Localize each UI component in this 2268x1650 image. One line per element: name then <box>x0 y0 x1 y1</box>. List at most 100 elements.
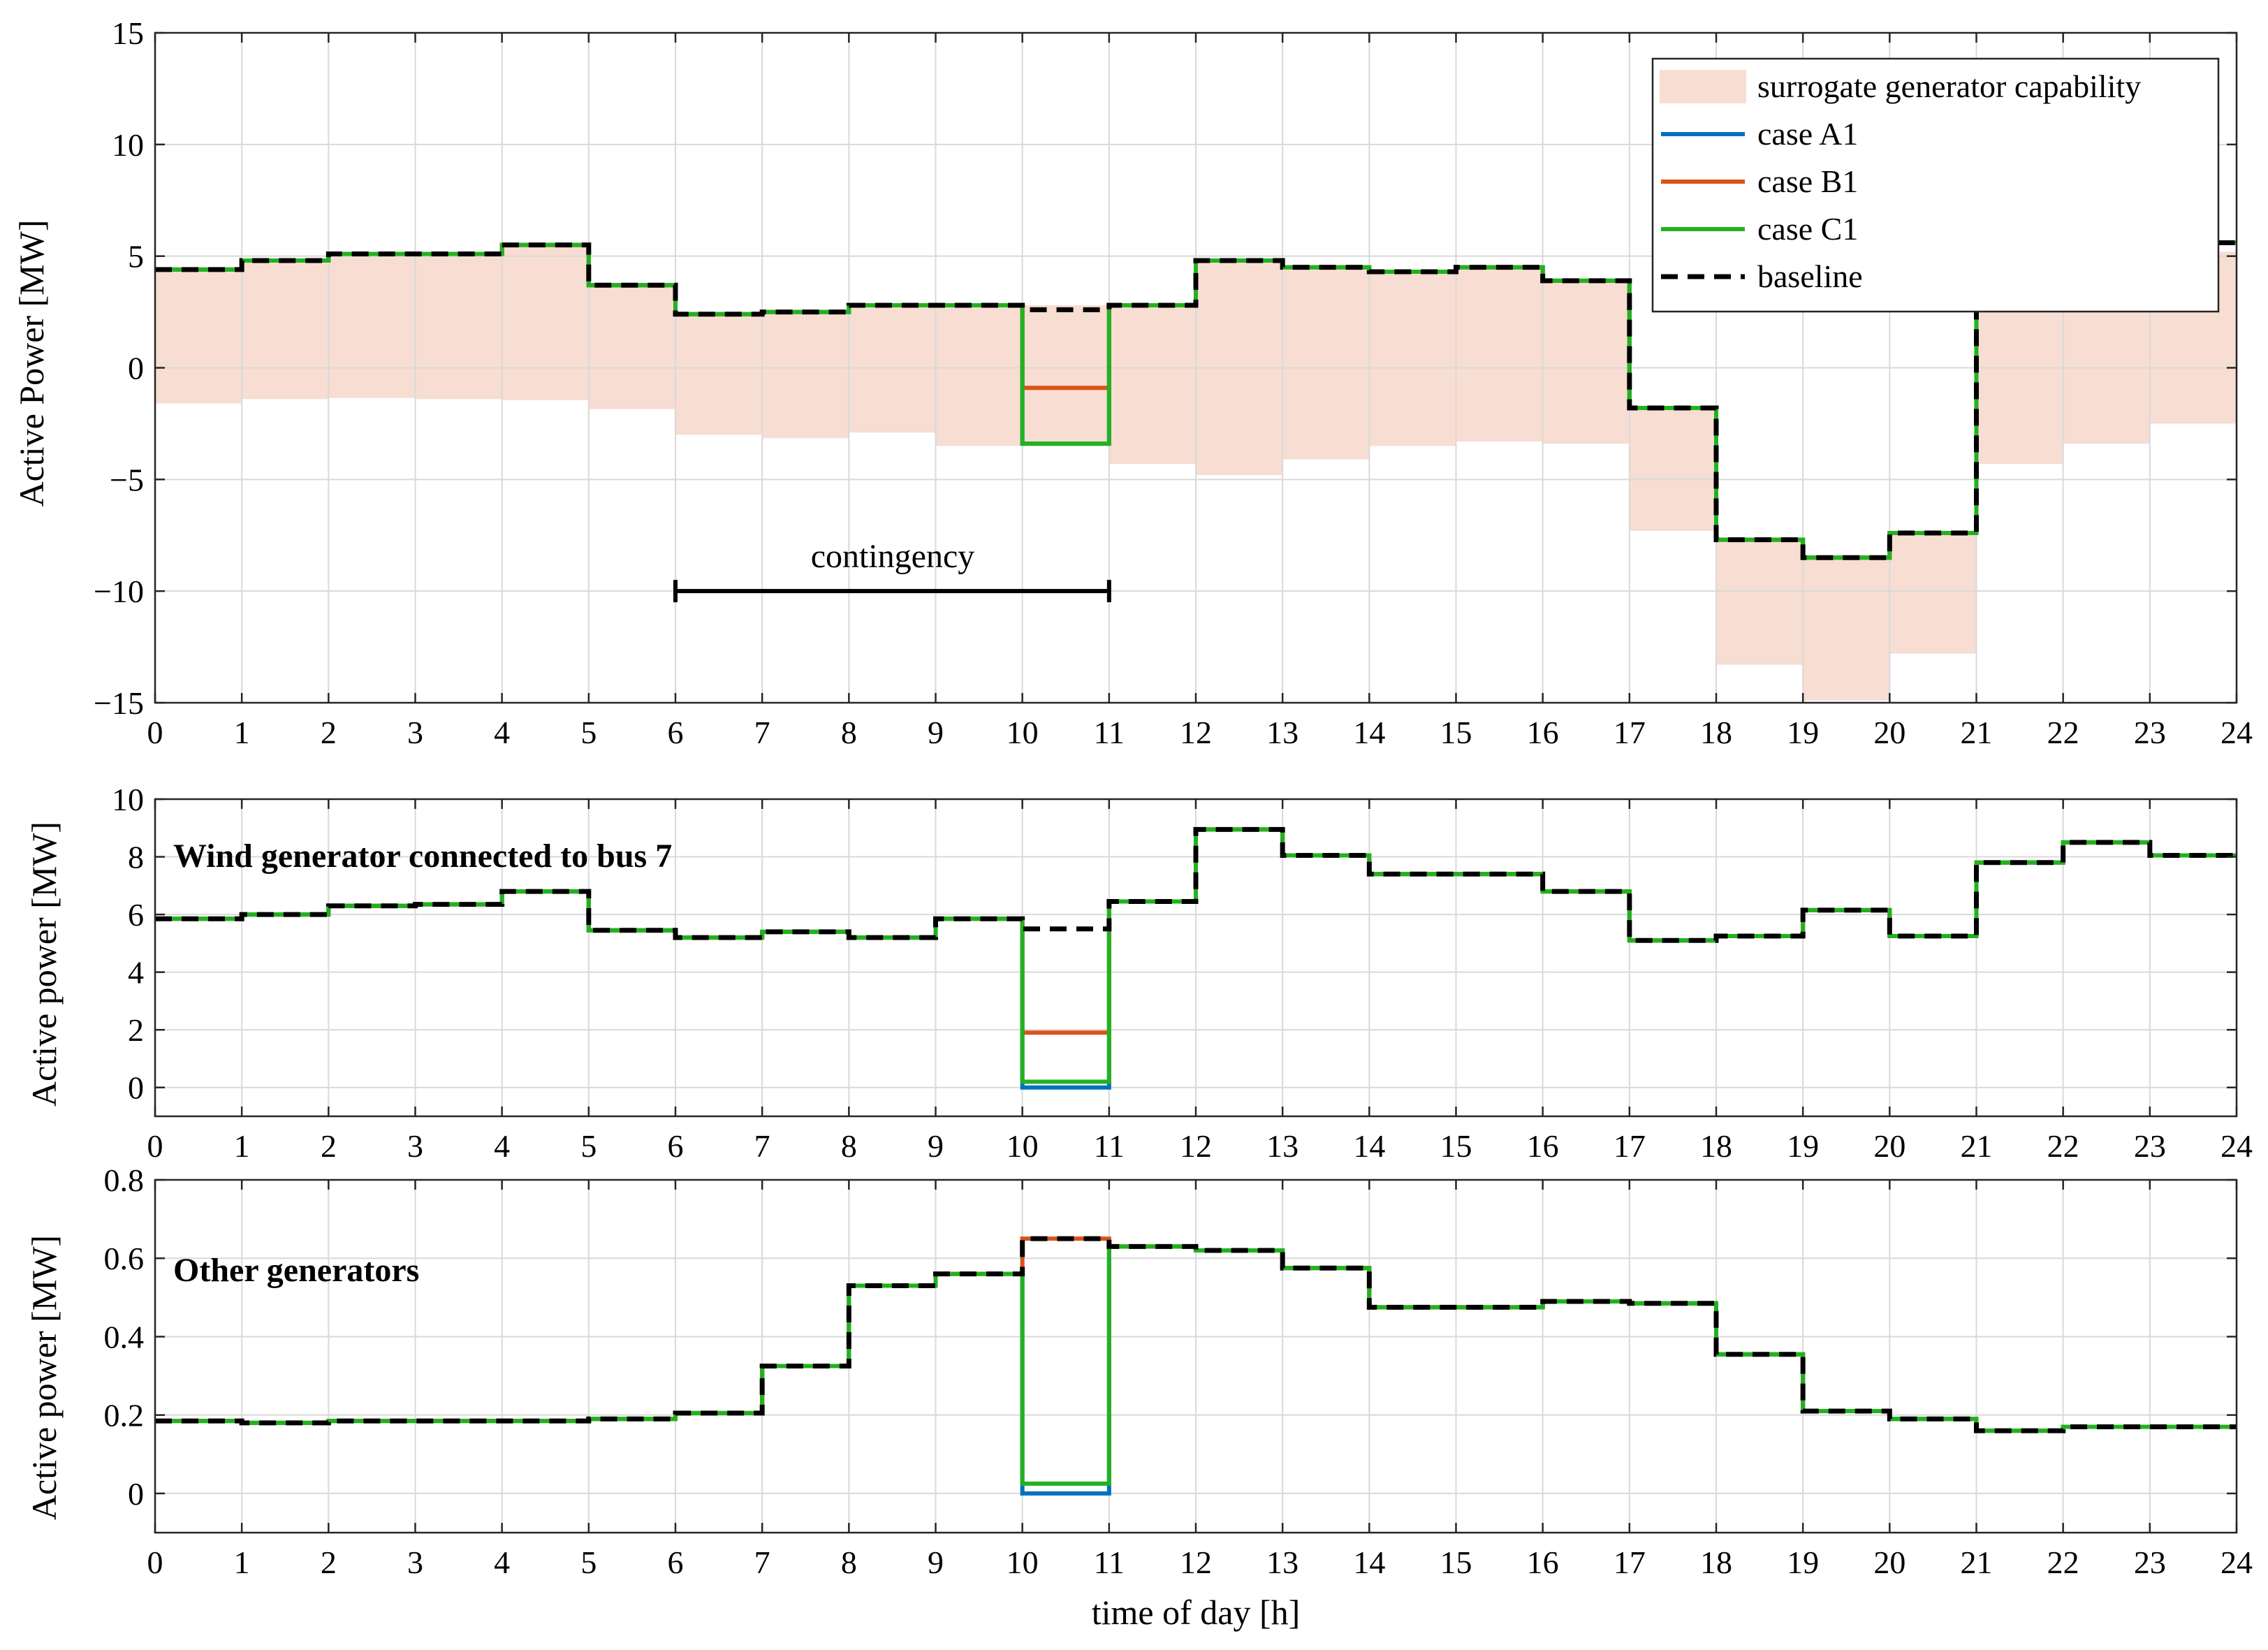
bottom-x-tick-label: 19 <box>1787 1545 1819 1580</box>
bottom-x-tick-label: 10 <box>1007 1545 1039 1580</box>
bottom-x-tick-label: 13 <box>1266 1545 1298 1580</box>
legend-label-case-b1: case B1 <box>1757 163 1858 199</box>
top-x-tick-label: 13 <box>1266 715 1298 750</box>
top-y-tick-label: 0 <box>128 351 144 386</box>
bottom-x-tick-label: 20 <box>1873 1545 1905 1580</box>
top-x-tick-label: 11 <box>1094 715 1125 750</box>
bottom-x-tick-label: 15 <box>1440 1545 1472 1580</box>
top-x-tick-label: 16 <box>1527 715 1559 750</box>
top-x-tick-label: 12 <box>1180 715 1212 750</box>
bottom-y-tick-label: 0.2 <box>104 1398 145 1433</box>
bottom-x-tick-label: 2 <box>321 1545 337 1580</box>
top-x-tick-label: 24 <box>2221 715 2253 750</box>
bottom-x-tick-label: 12 <box>1180 1545 1212 1580</box>
middle-panel-ylabel: Active power [MW] <box>24 822 64 1107</box>
top-x-tick-label: 22 <box>2047 715 2079 750</box>
top-x-tick-label: 19 <box>1787 715 1819 750</box>
bottom-x-tick-label: 5 <box>580 1545 597 1580</box>
top-x-tick-label: 4 <box>494 715 510 750</box>
bottom-x-tick-label: 0 <box>147 1545 163 1580</box>
top-x-tick-label: 5 <box>580 715 597 750</box>
bottom-y-tick-label: 0.8 <box>104 1162 145 1198</box>
middle-x-tick-label: 0 <box>147 1128 163 1164</box>
middle-x-tick-label: 23 <box>2134 1128 2166 1164</box>
middle-x-tick-label: 20 <box>1873 1128 1905 1164</box>
middle-x-tick-label: 21 <box>1961 1128 1993 1164</box>
middle-x-tick-label: 15 <box>1440 1128 1472 1164</box>
bottom-x-tick-label: 4 <box>494 1545 510 1580</box>
top-x-tick-label: 7 <box>754 715 770 750</box>
middle-x-tick-label: 18 <box>1700 1128 1732 1164</box>
bottom-x-tick-label: 3 <box>407 1545 423 1580</box>
top-y-tick-label: 10 <box>112 127 144 163</box>
top-panel-ylabel: Active Power [MW] <box>12 220 51 507</box>
legend-swatch-surrogate-generator-capability <box>1660 70 1746 103</box>
top-x-tick-label: 0 <box>147 715 163 750</box>
bottom-x-tick-label: 1 <box>234 1545 250 1580</box>
bottom-y-tick-label: 0.6 <box>104 1241 145 1276</box>
top-panel: 0 1 2 3 4 5 6 7 8 9 10 11 12 13 14 15 16 17 18 19 20 21 22 23 24… <box>12 15 2253 750</box>
top-y-tick-label: 15 <box>112 15 144 51</box>
contingency-label: contingency <box>811 538 975 575</box>
top-y-tick-label: −10 <box>94 574 144 609</box>
bottom-panel: 0 1 2 3 4 5 6 7 8 9 10 11 12 13 14 15 16 17 18 19 20 21 22 23 24… <box>24 1162 2253 1632</box>
middle-x-tick-label: 3 <box>407 1128 423 1164</box>
middle-y-tick-label: 2 <box>128 1012 144 1048</box>
top-x-tick-label: 6 <box>668 715 684 750</box>
bottom-x-tick-label: 16 <box>1527 1545 1559 1580</box>
bottom-x-tick-label: 8 <box>841 1545 857 1580</box>
legend-label-case-a1: case A1 <box>1757 116 1858 152</box>
middle-y-tick-label: 0 <box>128 1070 144 1106</box>
top-x-tick-label: 23 <box>2134 715 2166 750</box>
middle-x-tick-label: 17 <box>1614 1128 1646 1164</box>
middle-x-tick-label: 6 <box>668 1128 684 1164</box>
middle-y-tick-label: 6 <box>128 897 144 933</box>
middle-y-tick-label: 8 <box>128 840 144 875</box>
legend-label-case-c1: case C1 <box>1757 211 1858 247</box>
top-x-tick-label: 9 <box>928 715 944 750</box>
top-x-tick-label: 8 <box>841 715 857 750</box>
legend-box <box>1651 57 2220 313</box>
top-y-tick-label: −15 <box>94 685 144 721</box>
middle-x-tick-label: 11 <box>1094 1128 1125 1164</box>
bottom-x-tick-label: 23 <box>2134 1545 2166 1580</box>
bottom-x-tick-label: 18 <box>1700 1545 1732 1580</box>
bottom-x-tick-label: 21 <box>1961 1545 1993 1580</box>
middle-x-tick-label: 7 <box>754 1128 770 1164</box>
top-x-tick-label: 21 <box>1961 715 1993 750</box>
bottom-x-tick-label: 14 <box>1353 1545 1385 1580</box>
top-y-tick-label: 5 <box>128 239 144 275</box>
bottom-panel-xlabel: time of day [h] <box>1092 1593 1301 1632</box>
bottom-x-tick-label: 24 <box>2221 1545 2253 1580</box>
legend-label-baseline: baseline <box>1757 258 1863 294</box>
middle-y-tick-label: 10 <box>112 782 144 817</box>
bottom-series-baseline <box>155 1236 2237 1433</box>
middle-x-tick-label: 12 <box>1180 1128 1212 1164</box>
middle-panel: 0 1 2 3 4 5 6 7 8 9 10 11 12 13 14 15 16 17 18 19 20 21 22 23 24… <box>24 782 2253 1164</box>
top-x-tick-label: 20 <box>1873 715 1905 750</box>
middle-x-tick-label: 24 <box>2221 1128 2253 1164</box>
bottom-y-tick-label: 0 <box>128 1476 144 1512</box>
top-x-tick-label: 18 <box>1700 715 1732 750</box>
middle-y-tick-label: 4 <box>128 955 144 991</box>
middle-x-tick-label: 5 <box>580 1128 597 1164</box>
middle-x-tick-label: 22 <box>2047 1128 2079 1164</box>
middle-x-tick-label: 1 <box>234 1128 250 1164</box>
bottom-x-tick-label: 22 <box>2047 1545 2079 1580</box>
middle-panel-title: Wind generator connected to bus 7 <box>173 838 672 875</box>
middle-series-baseline <box>155 826 2237 943</box>
top-x-tick-label: 1 <box>234 715 250 750</box>
top-y-tick-label: −5 <box>110 462 144 497</box>
top-x-tick-label: 15 <box>1440 715 1472 750</box>
top-x-tick-label: 10 <box>1007 715 1039 750</box>
bottom-panel-title: Other generators <box>173 1252 419 1289</box>
middle-x-tick-label: 4 <box>494 1128 510 1164</box>
middle-x-tick-label: 2 <box>321 1128 337 1164</box>
bottom-x-tick-label: 6 <box>668 1545 684 1580</box>
top-x-tick-label: 2 <box>321 715 337 750</box>
top-x-tick-label: 14 <box>1353 715 1385 750</box>
middle-x-tick-label: 13 <box>1266 1128 1298 1164</box>
bottom-y-tick-label: 0.4 <box>104 1319 145 1355</box>
middle-x-tick-label: 19 <box>1787 1128 1819 1164</box>
